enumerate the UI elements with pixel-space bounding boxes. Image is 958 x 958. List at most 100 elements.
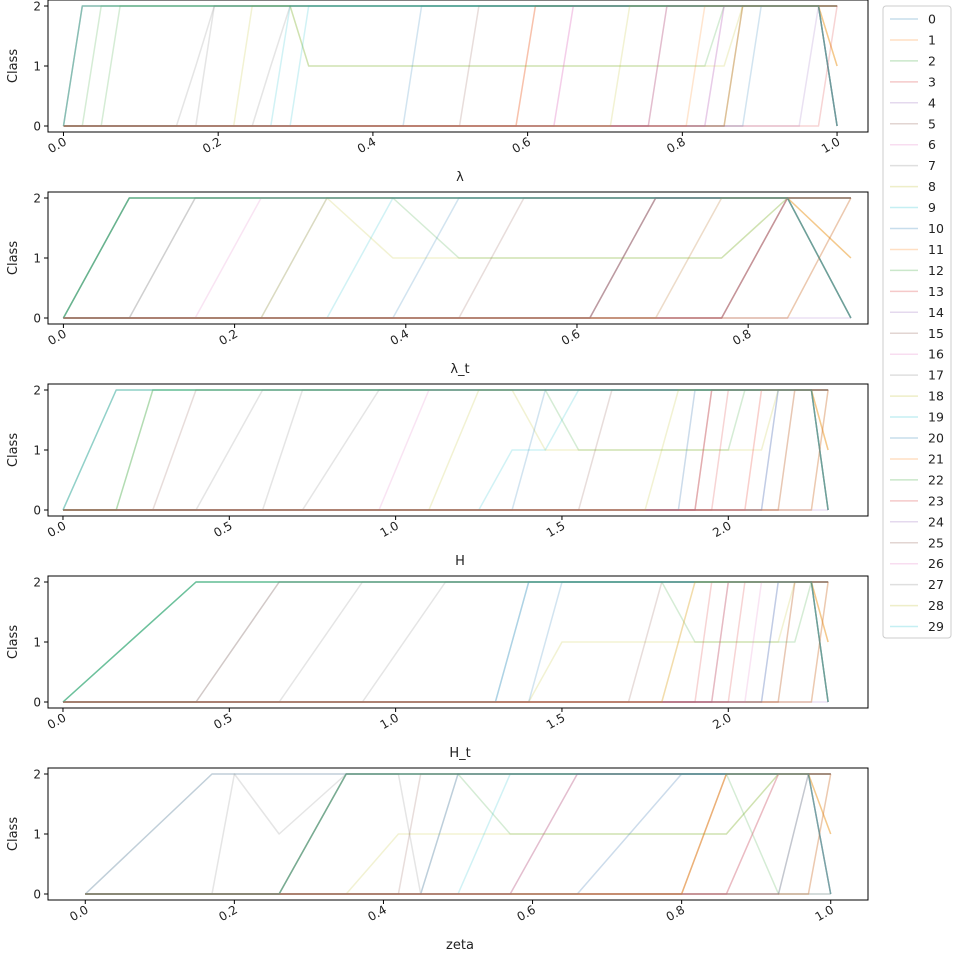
series-line-21 — [63, 581, 829, 703]
x-tick-label: 0.8 — [664, 134, 688, 156]
legend-label-21: 21 — [928, 451, 944, 466]
x-tick-label: 0.8 — [730, 326, 754, 348]
series-line-24 — [63, 5, 838, 127]
series-line-25 — [63, 389, 829, 511]
y-axis-label: Class — [6, 49, 21, 83]
x-tick-label: 1.0 — [813, 902, 837, 924]
x-tick-label: 1.0 — [819, 134, 843, 156]
series-group — [62, 5, 838, 127]
x-tick-label: 1.0 — [378, 710, 402, 732]
series-line-1 — [63, 581, 829, 703]
x-tick-label: 0.6 — [515, 902, 539, 924]
legend-label-28: 28 — [928, 598, 944, 613]
series-line-4 — [63, 5, 838, 127]
x-tick-label: 0.0 — [67, 902, 91, 924]
subplot-5: 0 1 2 0.0 0.2 0.4 0.6 0.8 1.0 zeta Class — [6, 767, 869, 953]
y-tick-label: 2 — [33, 0, 41, 14]
series-line-5 — [63, 389, 829, 511]
y-tick-label: 1 — [33, 444, 41, 458]
series-line-5 — [62, 197, 852, 319]
series-line-2 — [62, 197, 851, 319]
series-line-27 — [84, 773, 831, 895]
series-line-28 — [63, 581, 829, 703]
series-line-18 — [63, 389, 829, 511]
legend-label-1: 1 — [928, 32, 936, 47]
y-tick-label: 0 — [33, 504, 41, 518]
y-axis-label: Class — [6, 433, 21, 467]
series-line-26 — [63, 5, 838, 127]
series-line-9 — [63, 389, 829, 511]
series-line-7 — [63, 197, 852, 319]
series-line-25 — [63, 5, 838, 127]
series-line-6 — [63, 581, 829, 703]
legend-label-14: 14 — [928, 305, 944, 320]
series-line-5 — [85, 773, 832, 895]
y-tick-label: 2 — [33, 768, 41, 782]
series-line-10 — [63, 5, 838, 127]
x-axis-label: H — [455, 554, 465, 569]
legend-label-3: 3 — [928, 74, 936, 89]
legend: 0123456789101112131415161718192021222324… — [882, 5, 952, 639]
x-tick-label: 1.5 — [544, 710, 568, 732]
legend-label-19: 19 — [928, 410, 944, 425]
y-tick-label: 0 — [33, 888, 41, 902]
legend-label-20: 20 — [928, 431, 944, 446]
subplot-2: 0 1 2 0.0 0.2 0.4 0.6 0.8 λ_t Class — [6, 191, 869, 377]
series-group — [62, 581, 829, 703]
series-line-10 — [63, 389, 829, 511]
series-line-3 — [63, 197, 851, 319]
x-tick-label: 0.2 — [200, 134, 224, 156]
legend-label-29: 29 — [928, 619, 944, 634]
x-tick-label: 0.8 — [664, 902, 688, 924]
series-line-21 — [63, 197, 851, 319]
series-line-16 — [63, 389, 829, 511]
series-line-26 — [63, 581, 829, 703]
y-axis-label: Class — [6, 625, 21, 659]
series-line-18 — [63, 5, 838, 127]
series-line-8 — [63, 197, 852, 319]
series-line-28 — [85, 773, 831, 895]
series-line-22 — [62, 197, 852, 319]
series-line-4 — [85, 773, 831, 895]
legend-label-25: 25 — [928, 535, 944, 550]
series-line-22 — [63, 389, 829, 511]
series-line-13 — [63, 197, 851, 319]
series-line-7 — [63, 5, 838, 127]
y-tick-label: 0 — [33, 312, 41, 326]
series-line-25 — [63, 581, 829, 703]
series-line-3 — [63, 389, 829, 511]
series-line-1 — [63, 5, 838, 127]
series-line-27 — [63, 389, 829, 511]
series-line-18 — [85, 773, 832, 895]
series-line-26 — [85, 773, 831, 895]
series-line-13 — [63, 389, 829, 511]
series-line-29 — [62, 5, 838, 127]
series-line-24 — [63, 197, 852, 319]
series-line-17 — [63, 5, 838, 127]
subplot-3: 0 1 2 0.0 0.5 1.0 1.5 2.0 H Class — [6, 383, 869, 569]
series-line-23 — [63, 389, 829, 511]
y-tick-label: 2 — [33, 384, 41, 398]
series-line-0 — [84, 773, 832, 895]
series-line-20 — [63, 197, 851, 319]
series-line-17 — [85, 773, 832, 895]
series-line-28 — [63, 5, 838, 127]
x-tick-label: 0.6 — [510, 134, 534, 156]
series-line-17 — [63, 389, 829, 511]
x-tick-label: 0.5 — [211, 710, 235, 732]
series-line-28 — [63, 389, 829, 511]
x-tick-label: 0.2 — [217, 326, 241, 348]
legend-label-18: 18 — [928, 389, 944, 404]
series-line-6 — [85, 773, 831, 895]
series-line-15 — [63, 197, 851, 319]
series-line-9 — [63, 197, 851, 319]
series-line-6 — [63, 197, 851, 319]
series-line-27 — [63, 581, 829, 703]
series-group — [84, 773, 832, 895]
series-line-19 — [63, 581, 829, 703]
legend-label-2: 2 — [928, 53, 936, 68]
series-line-19 — [63, 197, 851, 319]
series-line-8 — [85, 773, 832, 895]
y-tick-label: 1 — [33, 636, 41, 650]
x-tick-label: 0.4 — [365, 902, 389, 924]
